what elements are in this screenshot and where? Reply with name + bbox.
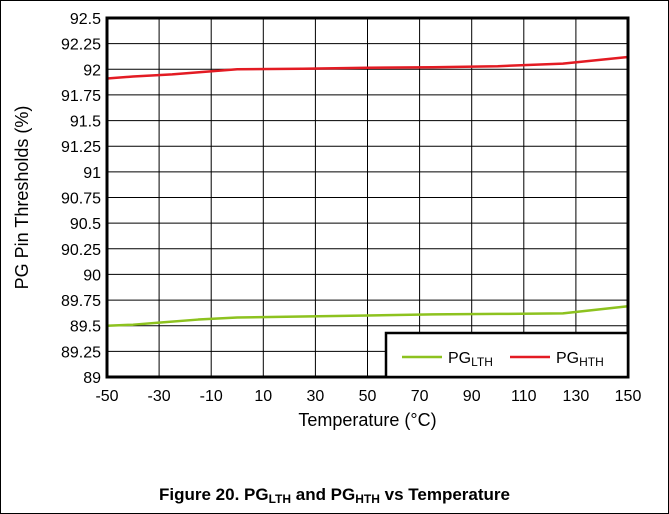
y-tick-label: 90.25 (61, 242, 101, 259)
y-axis-label: PG Pin Thresholds (%) (12, 106, 32, 290)
legend-label-lth: PGLTH (448, 350, 493, 369)
x-tick-label: 110 (511, 388, 537, 405)
caption-sub-lth: LTH (268, 492, 292, 506)
x-axis-label: Temperature (°C) (298, 410, 436, 430)
pg-threshold-chart: 89 89.25 89.5 89.75 90 90.25 90.5 90.75 91 91.25 9… (12, 11, 642, 430)
x-tick-label: 30 (307, 388, 325, 405)
legend-label-hth: PGHTH (556, 350, 604, 369)
plot-border (105, 16, 630, 379)
y-tick-label: 90.75 (61, 191, 101, 208)
x-tick-label: -10 (200, 388, 223, 405)
y-tick-label: 89.25 (61, 344, 101, 361)
x-tick-label: -50 (95, 388, 118, 405)
x-tick-label: 130 (563, 388, 590, 405)
caption-suffix: vs Temperature (379, 485, 510, 504)
y-tick-label: 91.5 (70, 114, 101, 131)
y-tick-label: 91.25 (61, 139, 101, 156)
caption-sub-hth: HTH (355, 492, 380, 506)
x-tick-label: 50 (359, 388, 377, 405)
x-tick-label: -30 (148, 388, 171, 405)
y-tick-label: 89.5 (70, 319, 101, 336)
y-tick-label: 90.5 (70, 216, 101, 233)
x-tick-label: 150 (615, 388, 642, 405)
x-tick-label: 90 (463, 388, 481, 405)
caption-prefix: Figure 20. PG (158, 485, 269, 504)
y-tick-label: 89.75 (61, 293, 101, 310)
y-tick-label: 91.75 (61, 88, 101, 105)
y-tick-label: 89 (83, 370, 101, 387)
y-tick-label: 91 (83, 165, 101, 182)
figure-caption: Figure 20. PGLTH and PGHTH vs Temperatur… (0, 485, 669, 505)
series-line-lth (106, 304, 629, 327)
y-tick-label: 92.5 (70, 11, 101, 28)
legend: PGLTH PGHTH (384, 331, 630, 379)
y-tick-label: 92.25 (61, 37, 101, 54)
series-line-hth (106, 55, 629, 80)
y-tick-label: 92 (83, 62, 101, 79)
x-tick-label: 10 (254, 388, 272, 405)
caption-middle: and PG (291, 485, 356, 504)
x-tick-label: 70 (411, 388, 429, 405)
y-tick-label: 90 (83, 267, 101, 284)
legend-box (384, 331, 630, 379)
